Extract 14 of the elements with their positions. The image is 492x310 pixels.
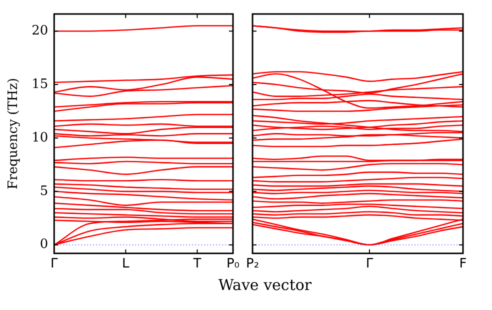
y-tick-label: 10 (32, 130, 48, 146)
y-tick-label: 20 (32, 23, 48, 38)
x-axis-title: Wave vector (217, 276, 313, 294)
x-tick-label: F (459, 256, 467, 272)
x-tick-label: Γ (366, 256, 374, 272)
y-tick-label: 0 (40, 237, 48, 252)
x-tick-label: P₀ (226, 256, 240, 272)
x-tick-label: L (122, 256, 130, 272)
y-tick-label: 15 (32, 76, 48, 92)
y-tick-label: 5 (40, 184, 48, 199)
x-tick-label: Γ (50, 256, 59, 272)
x-tick-label: T (192, 256, 202, 272)
x-tick-label: P₂ (246, 256, 260, 272)
y-axis-title: Frequency (THz) (6, 78, 22, 190)
